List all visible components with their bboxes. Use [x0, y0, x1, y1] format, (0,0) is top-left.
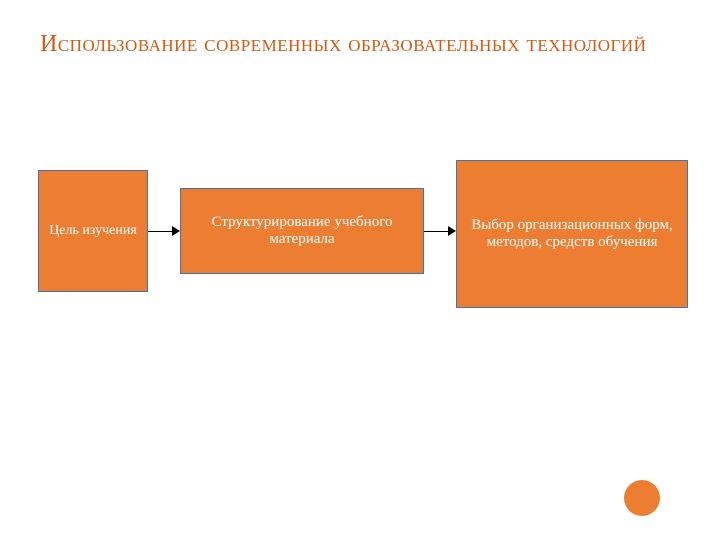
flow-node-n3: Выбор организационных форм, методов, сре…: [456, 160, 688, 308]
slide-title: Использование современных образовательны…: [40, 28, 680, 62]
arrow-head-icon: [172, 226, 180, 236]
flowchart: Цель изучения Структурирование учебного м…: [0, 160, 720, 380]
flow-node-label: Цель изучения: [49, 223, 137, 239]
flow-node-n2: Структурирование учебного материала: [180, 188, 424, 274]
flow-arrow: [148, 231, 172, 232]
flow-node-n1: Цель изучения: [38, 170, 148, 292]
flow-node-label: Выбор организационных форм, методов, сре…: [467, 217, 677, 251]
decorative-circle: [624, 480, 660, 516]
arrow-head-icon: [448, 226, 456, 236]
title-region: Использование современных образовательны…: [0, 0, 720, 62]
flow-node-label: Структурирование учебного материала: [191, 214, 413, 248]
flow-arrow: [424, 231, 448, 232]
